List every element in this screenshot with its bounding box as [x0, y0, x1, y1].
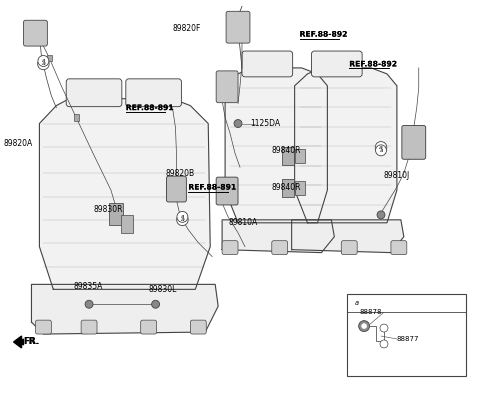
Text: 88877: 88877 — [397, 336, 420, 342]
Bar — [73, 114, 79, 121]
FancyBboxPatch shape — [272, 241, 288, 255]
Bar — [121, 215, 133, 233]
Text: 89840R: 89840R — [272, 146, 301, 155]
FancyBboxPatch shape — [167, 176, 186, 202]
Bar — [347, 294, 467, 376]
FancyBboxPatch shape — [216, 71, 238, 103]
Polygon shape — [295, 68, 397, 223]
FancyBboxPatch shape — [81, 320, 97, 334]
FancyBboxPatch shape — [312, 51, 362, 77]
Text: a: a — [181, 214, 184, 219]
Text: a: a — [42, 58, 45, 64]
FancyBboxPatch shape — [391, 241, 407, 255]
Bar — [47, 55, 52, 61]
Circle shape — [152, 300, 159, 308]
Text: 89835A: 89835A — [73, 282, 103, 291]
Text: 89810J: 89810J — [384, 171, 410, 180]
Circle shape — [351, 297, 363, 309]
Text: 1125DA: 1125DA — [250, 119, 280, 128]
FancyBboxPatch shape — [24, 20, 48, 46]
Text: 89830L: 89830L — [149, 285, 177, 294]
Bar — [295, 149, 304, 163]
Text: 89820A: 89820A — [4, 139, 33, 148]
Polygon shape — [292, 220, 404, 253]
Text: 88878: 88878 — [359, 309, 382, 315]
Text: REF.88-891: REF.88-891 — [126, 103, 174, 112]
Circle shape — [375, 141, 387, 153]
Text: 89820F: 89820F — [172, 24, 201, 33]
Circle shape — [177, 214, 188, 226]
Text: a: a — [355, 300, 359, 306]
Bar — [282, 179, 294, 197]
Text: REF.88-891: REF.88-891 — [188, 182, 236, 192]
Circle shape — [380, 324, 388, 332]
Polygon shape — [222, 220, 335, 253]
Polygon shape — [32, 284, 218, 334]
FancyBboxPatch shape — [341, 241, 357, 255]
Circle shape — [234, 120, 242, 128]
Text: REF.88-892: REF.88-892 — [349, 59, 397, 68]
Text: a: a — [41, 62, 45, 66]
Polygon shape — [225, 68, 327, 223]
FancyBboxPatch shape — [216, 177, 238, 205]
Circle shape — [377, 211, 385, 219]
Text: FR.: FR. — [24, 337, 39, 346]
FancyBboxPatch shape — [402, 126, 426, 159]
Circle shape — [177, 211, 188, 222]
Circle shape — [38, 56, 49, 66]
Circle shape — [380, 340, 388, 348]
Text: 89820B: 89820B — [166, 169, 195, 178]
Polygon shape — [39, 99, 210, 290]
FancyBboxPatch shape — [191, 320, 206, 334]
Polygon shape — [13, 336, 22, 348]
Text: a: a — [180, 217, 184, 222]
FancyBboxPatch shape — [141, 320, 156, 334]
Text: a: a — [379, 148, 383, 153]
Text: a: a — [379, 145, 383, 150]
Text: 89840R: 89840R — [272, 182, 301, 192]
Circle shape — [361, 324, 367, 329]
Circle shape — [85, 300, 93, 308]
FancyBboxPatch shape — [222, 241, 238, 255]
FancyBboxPatch shape — [126, 79, 181, 107]
FancyBboxPatch shape — [242, 51, 293, 77]
Circle shape — [375, 145, 386, 156]
Text: 89810A: 89810A — [228, 218, 257, 227]
Text: 89830R: 89830R — [93, 205, 122, 214]
Circle shape — [359, 321, 370, 331]
Text: REF.88-892: REF.88-892 — [300, 30, 348, 39]
Bar — [295, 181, 304, 195]
Bar — [109, 203, 123, 225]
FancyBboxPatch shape — [66, 79, 122, 107]
Text: FR.: FR. — [24, 337, 40, 346]
Bar — [282, 147, 294, 165]
FancyBboxPatch shape — [226, 11, 250, 43]
FancyBboxPatch shape — [36, 320, 51, 334]
Circle shape — [37, 58, 49, 70]
